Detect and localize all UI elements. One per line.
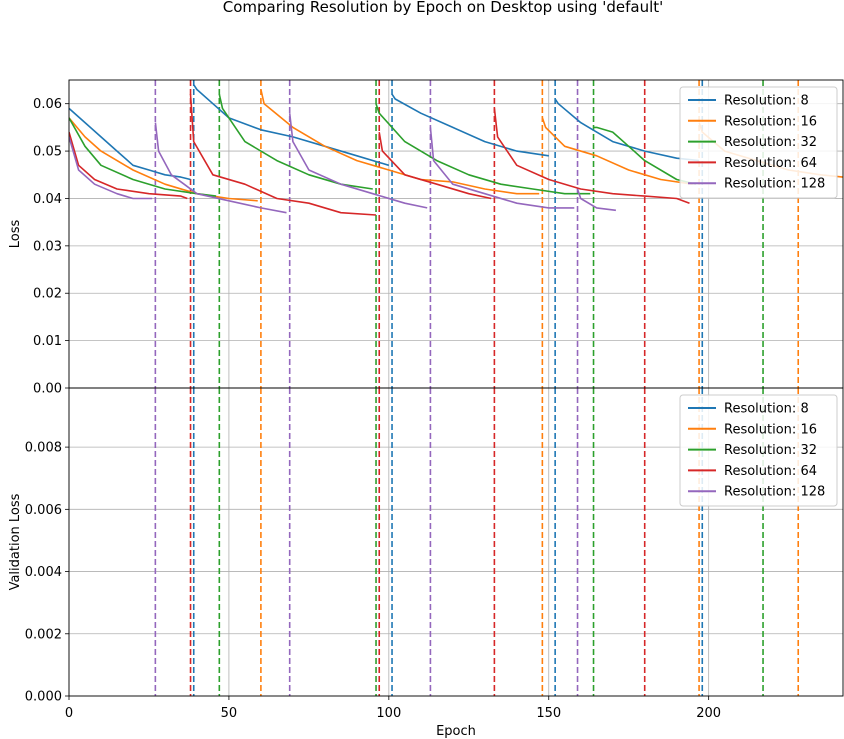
- y-tick-label: 0.02: [33, 287, 62, 302]
- x-tick-label: 0: [65, 706, 73, 721]
- legend-label: Resolution: 64: [724, 464, 817, 479]
- series-line: [378, 131, 492, 200]
- y-tick-label: 0.006: [25, 503, 62, 518]
- loss-subplot: 0.00 0.01 0.02 0.03 0.04 0.05 0.06 Loss Resoluti…: [8, 79, 844, 397]
- x-axis-label: Epoch: [436, 724, 476, 739]
- series-line: [218, 94, 373, 190]
- legend-label: Resolution: 128: [724, 177, 825, 192]
- legend-label: Resolution: 16: [724, 422, 817, 437]
- y-tick-label: 0.002: [25, 627, 62, 642]
- x-tick-label: 150: [536, 706, 561, 721]
- series-line: [69, 117, 258, 202]
- series-line: [154, 122, 287, 214]
- y-tick-label: 0.008: [25, 441, 62, 456]
- legend-label: Resolution: 32: [724, 135, 817, 150]
- series-line: [391, 93, 549, 157]
- series-line: [189, 94, 377, 216]
- series-line: [593, 126, 697, 185]
- chart-title: Comparing Resolution by Epoch on Desktop…: [223, 0, 664, 16]
- legend-box: [679, 86, 838, 199]
- y-tick-label: 0.004: [25, 565, 62, 580]
- legend-box: [679, 394, 838, 507]
- legend-label: Resolution: 8: [724, 94, 809, 109]
- series-line: [69, 136, 153, 200]
- series-line: [193, 84, 390, 167]
- series-line: [576, 188, 616, 212]
- y-tick-label: 0.000: [25, 690, 62, 705]
- series-line: [554, 98, 700, 162]
- series-line: [288, 113, 428, 209]
- series-line: [69, 107, 191, 181]
- y-tick-label: 0.06: [33, 97, 62, 112]
- y-tick-label: 0.00: [33, 382, 62, 397]
- x-tick-label: 100: [376, 706, 401, 721]
- y-tick-label: 0.05: [33, 145, 62, 160]
- series-line: [375, 103, 591, 195]
- y-tick-label: 0.04: [33, 192, 62, 207]
- axes-frame: [68, 387, 844, 697]
- x-tick-label: 200: [696, 706, 721, 721]
- series-line: [541, 117, 693, 185]
- series-line: [69, 131, 188, 200]
- series-line: [429, 127, 575, 209]
- legend-label: Resolution: 8: [724, 402, 809, 417]
- legend-label: Resolution: 64: [724, 156, 817, 171]
- legend-label: Resolution: 32: [724, 443, 817, 458]
- y-tick-label: 0.01: [33, 334, 62, 349]
- series-line: [493, 108, 690, 204]
- x-tick-label: 50: [221, 706, 238, 721]
- y-axis-label: Loss: [8, 220, 23, 249]
- legend-label: Resolution: 128: [724, 485, 825, 500]
- validation-loss-subplot: 0.000 0.002 0.004 0.006 0.008 Validation Loss…: [8, 387, 844, 721]
- y-tick-label: 0.03: [33, 239, 62, 254]
- series-line: [260, 89, 540, 195]
- legend-label: Resolution: 16: [724, 114, 817, 129]
- y-axis-label: Validation Loss: [8, 493, 23, 590]
